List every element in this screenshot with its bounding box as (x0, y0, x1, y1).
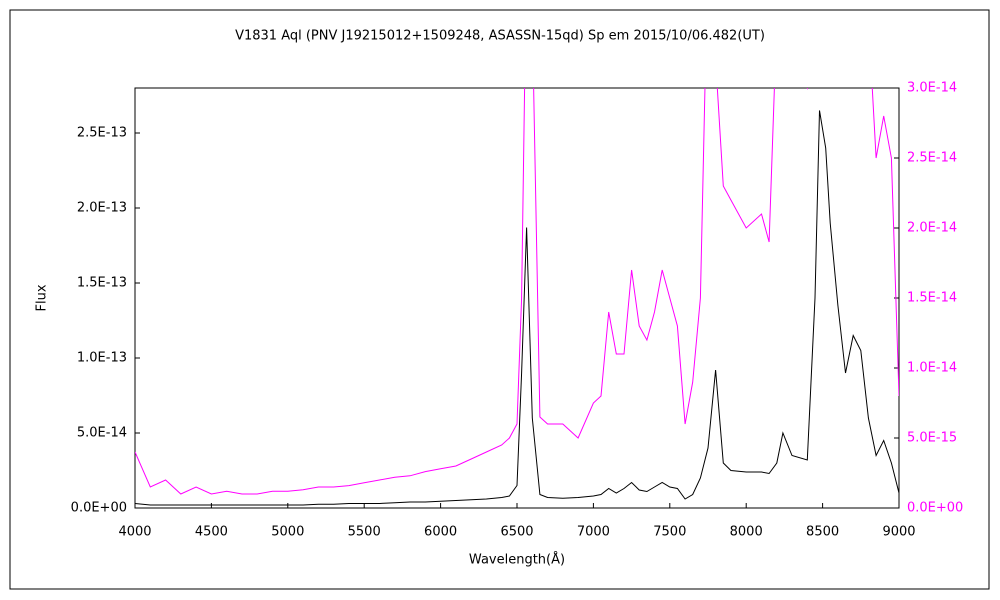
y-tick-label: 1.5E-13 (77, 276, 127, 291)
y2-tick-label: 2.0E-14 (907, 221, 957, 236)
x-tick-label: 4500 (195, 525, 228, 540)
series-line (135, 88, 899, 495)
frame (9, 9, 990, 590)
x-tick-label: 4000 (118, 525, 151, 540)
x-tick-label: 9000 (882, 525, 915, 540)
y2-tick-label: 5.0E-15 (907, 431, 957, 446)
y2-tick-label: 2.5E-14 (907, 151, 957, 166)
y2-tick-label: 3.0E-14 (907, 81, 957, 96)
chart-title: V1831 Aql (PNV J19215012+1509248, ASASSN… (235, 29, 765, 44)
y-tick-label: 5.0E-14 (77, 426, 127, 441)
x-tick-label: 6000 (424, 525, 457, 540)
x-axis-label: Wavelength(Å) (469, 552, 565, 568)
plot-area (134, 87, 900, 509)
x-tick-label: 7500 (653, 525, 686, 540)
y-axis-label: Flux (35, 284, 50, 311)
series-line (135, 110, 899, 506)
x-tick-label: 6500 (500, 525, 533, 540)
x-tick-label: 5000 (271, 525, 304, 540)
y2-tick-label: 0.0E+00 (907, 501, 963, 516)
x-tick-label: 8500 (806, 525, 839, 540)
y2-tick-label: 1.0E-14 (907, 361, 957, 376)
x-tick-label: 8000 (730, 525, 763, 540)
y-tick-label: 2.5E-13 (77, 126, 127, 141)
x-tick-label: 7000 (577, 525, 610, 540)
x-tick-label: 5500 (348, 525, 381, 540)
y-tick-label: 2.0E-13 (77, 201, 127, 216)
y-tick-label: 0.0E+00 (71, 501, 127, 516)
y-tick-label: 1.0E-13 (77, 351, 127, 366)
y2-tick-label: 1.5E-14 (907, 291, 957, 306)
